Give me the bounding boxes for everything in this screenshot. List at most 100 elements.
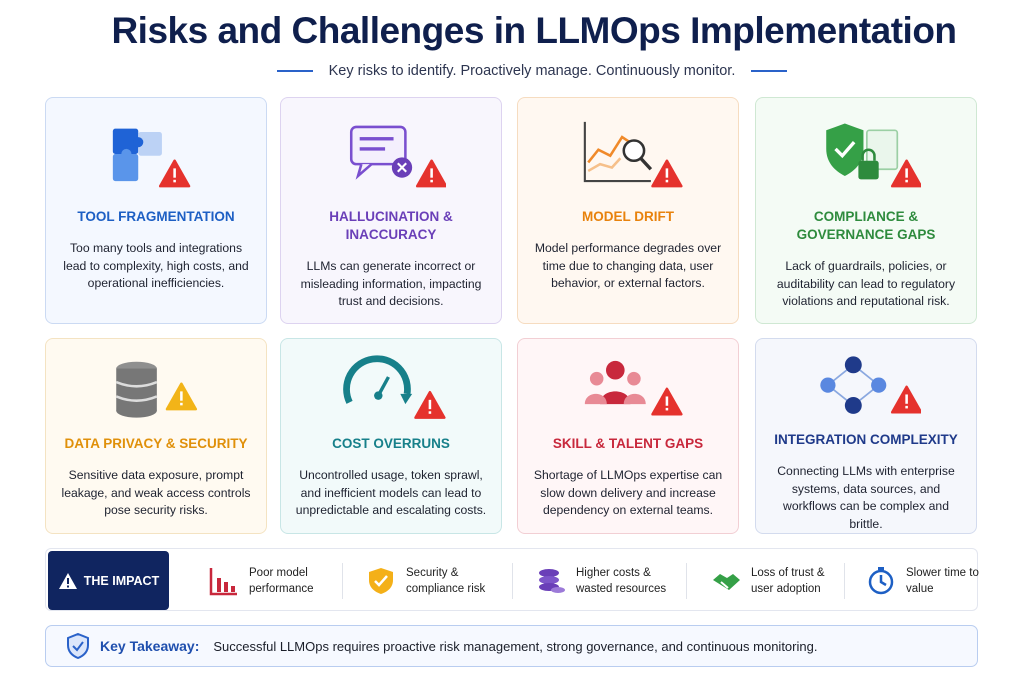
icon-shape bbox=[415, 159, 446, 188]
icon-shape bbox=[414, 390, 446, 419]
warning-icon bbox=[58, 572, 77, 589]
card-description: Connecting LLMs with enterprise systems,… bbox=[777, 464, 955, 531]
icon-shape bbox=[180, 391, 183, 401]
icon-shape bbox=[72, 641, 84, 652]
risk-card: COST OVERRUNS Uncontrolled usage, token … bbox=[280, 338, 502, 534]
icon-shape bbox=[905, 405, 908, 409]
icon-shape bbox=[858, 160, 879, 180]
icon-shape bbox=[400, 393, 413, 405]
icon-shape bbox=[844, 397, 862, 414]
impact-icon bbox=[369, 568, 393, 594]
card-title: INTEGRATION COMPLEXITY bbox=[774, 432, 958, 447]
icon-shape bbox=[224, 582, 228, 592]
icon-shape bbox=[720, 581, 729, 589]
icon-shape bbox=[587, 157, 622, 173]
impact-icon bbox=[868, 567, 894, 595]
impact-text: Slower time to value bbox=[906, 567, 979, 595]
icon-shape bbox=[349, 125, 407, 166]
card-icon bbox=[115, 361, 198, 418]
impact-item: Loss of trust & user adoption bbox=[711, 561, 843, 601]
icon-shape bbox=[600, 391, 631, 405]
impact-item: Slower time to value bbox=[866, 561, 998, 601]
card-icon bbox=[349, 125, 446, 188]
risk-card: TOOL FRAGMENTATION Too many tools and in… bbox=[45, 97, 267, 324]
impact-icon bbox=[209, 568, 237, 596]
risk-card: SKILL & TALENT GAPS Shortage of LLMOps e… bbox=[517, 338, 739, 534]
card-description: Model performance degrades over time due… bbox=[534, 241, 722, 290]
icon-shape bbox=[138, 132, 162, 156]
separator bbox=[342, 563, 343, 599]
impact-icon bbox=[713, 574, 740, 590]
takeaway-text: Successful LLMOps requires proactive ris… bbox=[213, 638, 818, 654]
icon-shape bbox=[209, 568, 237, 596]
title: Risks and Challenges in LLMOps Implement… bbox=[111, 10, 957, 51]
icon-shape bbox=[905, 168, 908, 178]
icon-shape bbox=[374, 575, 388, 587]
icon-shape bbox=[639, 157, 653, 171]
card-description: Lack of guardrails, policies, or auditab… bbox=[776, 259, 956, 308]
icon-shape bbox=[820, 377, 836, 393]
icon-shape bbox=[359, 147, 386, 151]
icon-shape bbox=[665, 179, 669, 183]
card-description: LLMs can generate incorrect or misleadin… bbox=[300, 259, 482, 308]
icon-shape bbox=[713, 574, 740, 590]
card-title: COST OVERRUNS bbox=[332, 436, 450, 451]
impact-label: THE IMPACT bbox=[48, 551, 169, 610]
icon-shape bbox=[651, 387, 683, 416]
rule bbox=[751, 70, 788, 72]
icon-shape bbox=[67, 633, 89, 659]
card-title: DATA PRIVACY & SECURITY bbox=[64, 436, 248, 451]
impact-bar: THE IMPACT Poor model performance Securit… bbox=[45, 548, 979, 611]
icon-shape bbox=[231, 586, 235, 592]
icon-shape bbox=[651, 159, 683, 188]
icon-shape bbox=[112, 154, 139, 182]
icon-shape bbox=[878, 567, 884, 570]
icon-shape bbox=[905, 179, 908, 183]
shield-icon bbox=[67, 633, 89, 659]
risk-card: HALLUCINATION & INACCURACY LLMs can gene… bbox=[280, 97, 502, 324]
icon-shape bbox=[665, 396, 669, 406]
card-icon bbox=[583, 121, 683, 188]
icon-shape bbox=[428, 411, 432, 414]
icon-shape bbox=[551, 587, 565, 593]
icon-shape bbox=[905, 394, 908, 404]
icon-shape bbox=[355, 163, 373, 180]
icon-shape bbox=[116, 404, 157, 418]
icon-shape bbox=[890, 159, 921, 188]
icon-shape bbox=[374, 391, 383, 400]
impact-text: Poor model performance bbox=[249, 567, 314, 595]
icon-shape bbox=[428, 399, 432, 410]
icon-shape bbox=[165, 382, 198, 411]
icon-shape bbox=[871, 377, 887, 393]
subtitle: Key risks to identify. Proactively manag… bbox=[328, 63, 736, 79]
risk-card: MODEL DRIFT Model performance degrades o… bbox=[517, 97, 739, 324]
card-title: MODEL DRIFT bbox=[582, 209, 674, 224]
card-title: HALLUCINATION & INACCURACY bbox=[329, 209, 453, 242]
subtitle-row: Key risks to identify. Proactively manag… bbox=[0, 63, 1024, 79]
card-icon bbox=[112, 128, 191, 188]
icon-shape bbox=[583, 121, 651, 183]
icon-shape bbox=[343, 355, 411, 404]
card-description: Too many tools and integrations lead to … bbox=[63, 241, 249, 290]
card-description: Sensitive data exposure, prompt leakage,… bbox=[61, 468, 251, 517]
takeaway-label: Key Takeaway: bbox=[100, 638, 200, 654]
card-title: TOOL FRAGMENTATION bbox=[77, 209, 235, 224]
impact-icon bbox=[539, 569, 565, 593]
card-icon bbox=[343, 355, 446, 419]
impact-item: Poor model performance bbox=[209, 561, 341, 601]
icon-shape bbox=[665, 168, 669, 178]
icon-shape bbox=[158, 159, 191, 188]
icon-shape bbox=[622, 139, 646, 163]
risk-card: INTEGRATION COMPLEXITY Connecting LLMs w… bbox=[755, 338, 977, 534]
icon-shape bbox=[115, 380, 158, 402]
icon-shape bbox=[217, 578, 221, 592]
card-description: Uncontrolled usage, token sprawl, and in… bbox=[295, 468, 487, 517]
icon-shape bbox=[834, 141, 856, 159]
icon-shape bbox=[539, 576, 559, 584]
icon-shape bbox=[627, 371, 641, 386]
impact-label-text: THE IMPACT bbox=[83, 573, 160, 588]
icon-shape bbox=[173, 168, 176, 178]
icon-shape bbox=[430, 179, 433, 183]
icon-shape bbox=[606, 360, 625, 380]
